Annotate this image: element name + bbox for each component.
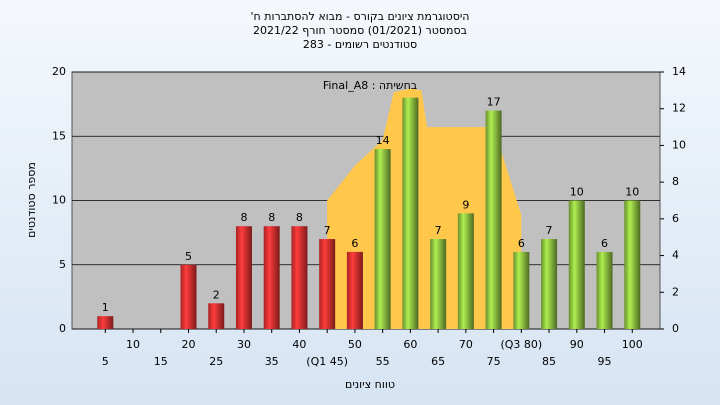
x-tick-label: 70 xyxy=(459,338,473,351)
y-tick-label: 10 xyxy=(52,194,66,207)
y2-tick-label: 8 xyxy=(672,175,679,188)
y2-tick-label: 0 xyxy=(672,322,679,335)
data-label: 7 xyxy=(324,224,331,237)
x-tick-label: 90 xyxy=(570,338,584,351)
y-tick-label: 15 xyxy=(52,129,66,142)
chart-subtitle: בסמסטר (01/2021) סמסטר חורף 2021/22 xyxy=(253,24,467,37)
data-label: 1 xyxy=(102,301,109,314)
data-label: 6 xyxy=(518,237,525,250)
y2-tick-label: 12 xyxy=(672,102,686,115)
x-tick-label: 65 xyxy=(431,355,445,368)
data-label: 10 xyxy=(625,186,639,199)
x-tick-label: 100 xyxy=(622,338,643,351)
data-label: 7 xyxy=(546,224,553,237)
bar xyxy=(97,316,114,329)
x-tick-label: (Q3 80) xyxy=(500,338,542,351)
bar xyxy=(263,226,280,329)
x-tick-label: 60 xyxy=(403,338,417,351)
bar xyxy=(624,200,641,329)
data-label: 10 xyxy=(570,186,584,199)
x-tick-label: (Q1 45) xyxy=(306,355,348,368)
x-tick-label: 30 xyxy=(237,338,251,351)
bar xyxy=(291,226,308,329)
x-tick-label: 95 xyxy=(598,355,612,368)
bar xyxy=(457,213,474,329)
y-tick-label: 0 xyxy=(59,322,66,335)
y2-tick-label: 10 xyxy=(672,138,686,151)
data-label: 2 xyxy=(213,288,220,301)
x-tick-label: 40 xyxy=(292,338,306,351)
x-tick-label: 75 xyxy=(487,355,501,368)
x-tick-label: 10 xyxy=(126,338,140,351)
y2-tick-label: 4 xyxy=(672,249,679,262)
data-label: 5 xyxy=(185,250,192,263)
bar xyxy=(568,200,585,329)
bar xyxy=(346,251,363,329)
bar xyxy=(430,239,447,329)
x-tick-label: 5 xyxy=(102,355,109,368)
data-label: 17 xyxy=(487,96,501,109)
x-tick-label: 35 xyxy=(265,355,279,368)
bar xyxy=(402,97,419,329)
data-label: 6 xyxy=(601,237,608,250)
bar xyxy=(319,239,336,329)
data-label: 6 xyxy=(351,237,358,250)
data-label: 8 xyxy=(296,211,303,224)
y2-tick-label: 14 xyxy=(672,65,686,78)
bar xyxy=(596,251,613,329)
bar xyxy=(180,264,197,329)
data-label: 7 xyxy=(435,224,442,237)
x-tick-label: 15 xyxy=(154,355,168,368)
y-axis-label: מספר סטודנטים xyxy=(25,162,38,238)
x-tick-label: 20 xyxy=(181,338,195,351)
y-tick-label: 5 xyxy=(59,258,66,271)
data-label: 8 xyxy=(268,211,275,224)
bar xyxy=(513,251,530,329)
bar xyxy=(374,149,391,329)
chart-title: 'היסטוגרמת ציונים בקורס - מבוא להסתברות … xyxy=(251,10,470,23)
data-label: 8 xyxy=(240,211,247,224)
y2-tick-label: 6 xyxy=(672,212,679,225)
x-tick-label: 55 xyxy=(376,355,390,368)
bar xyxy=(235,226,252,329)
data-label: 14 xyxy=(376,134,390,147)
x-tick-label: 85 xyxy=(542,355,556,368)
chart-subtitle: סטודנטים רשומים - 283 xyxy=(303,38,417,51)
bar xyxy=(208,303,225,329)
x-tick-label: 25 xyxy=(209,355,223,368)
bar xyxy=(541,239,558,329)
y-tick-label: 20 xyxy=(52,65,66,78)
y2-tick-label: 2 xyxy=(672,285,679,298)
annotation: Final_A8 : בחשיתה xyxy=(323,79,417,92)
data-label: 9 xyxy=(462,198,469,211)
x-axis-label: טווח ציונים xyxy=(345,378,395,391)
x-tick-label: 50 xyxy=(348,338,362,351)
bar xyxy=(485,110,502,329)
